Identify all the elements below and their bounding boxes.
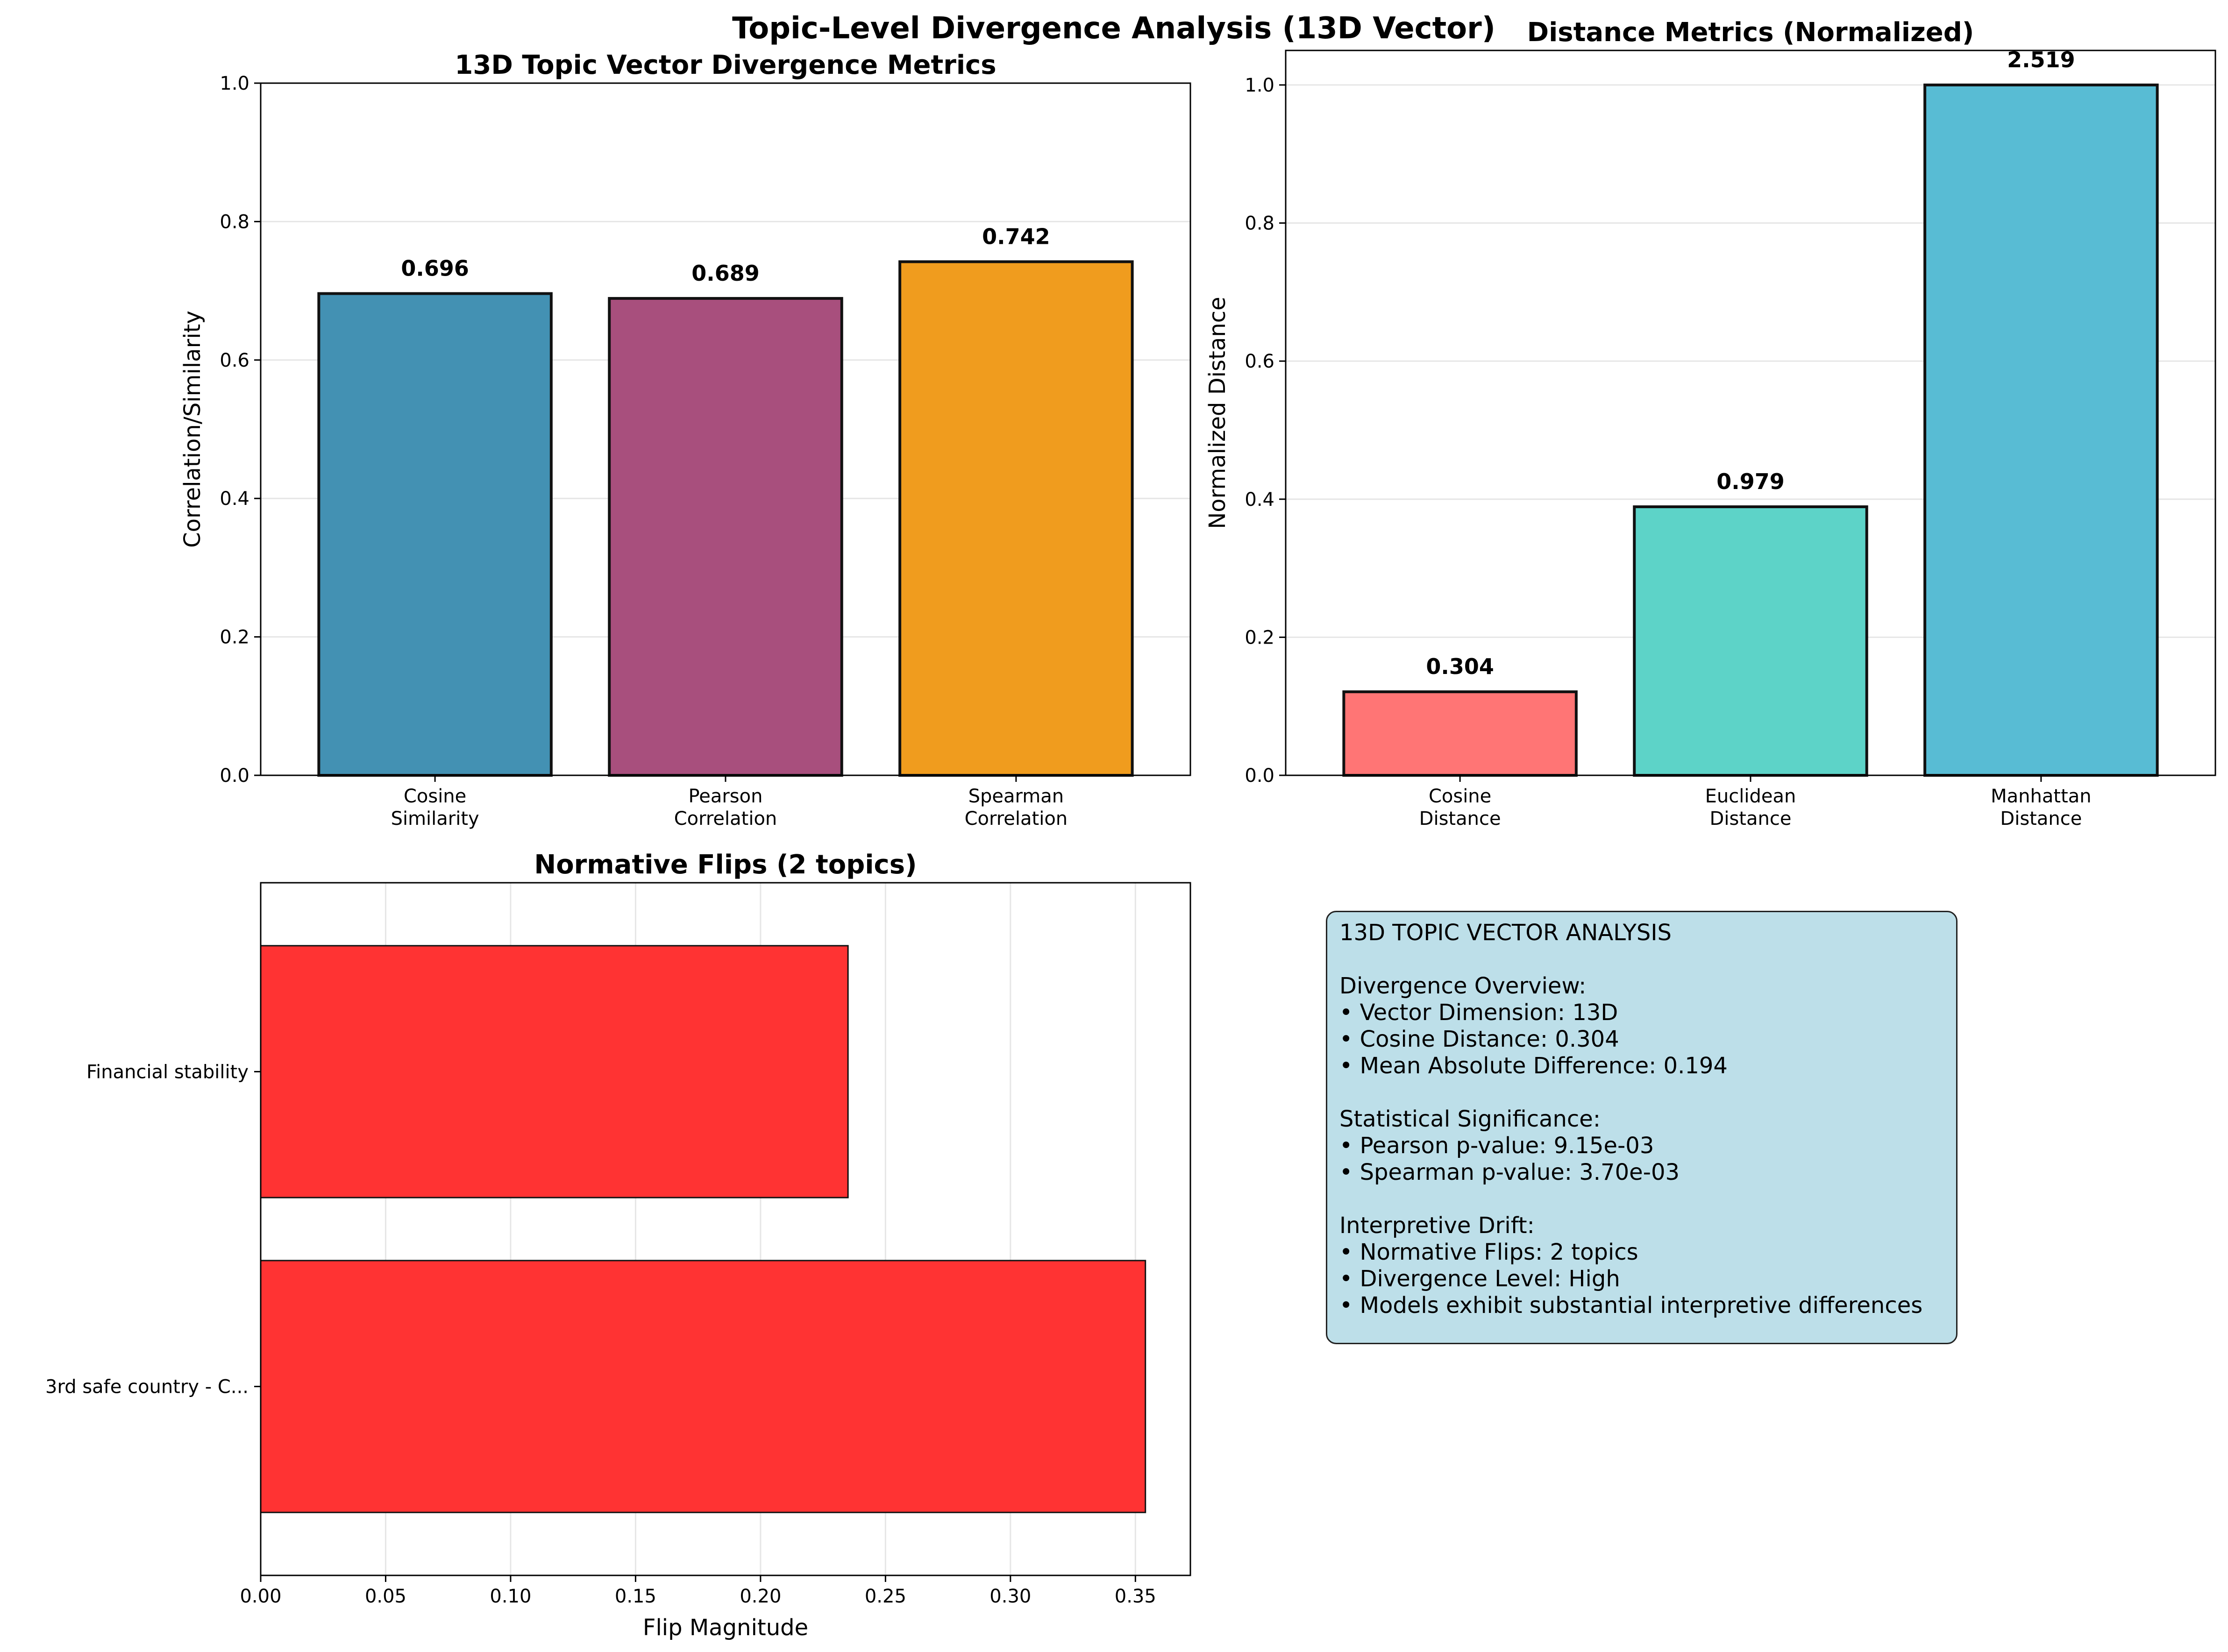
summary-line: 13D TOPIC VECTOR ANALYSIS bbox=[1339, 920, 1672, 946]
bar-euclidean-distance bbox=[1633, 505, 1868, 777]
y-axis-label: Normalized Distance bbox=[1204, 297, 1231, 529]
summary-text-box: 13D TOPIC VECTOR ANALYSIS Divergence Over… bbox=[1326, 911, 1958, 1344]
summary-spacer bbox=[1339, 946, 1944, 973]
x-tick-label: Correlation bbox=[965, 808, 1068, 830]
y-tick-label: 0.2 bbox=[1245, 627, 1274, 648]
x-tick-label: 0.30 bbox=[989, 1586, 1031, 1607]
x-tick-label: Distance bbox=[2000, 808, 2082, 830]
data-label-manhattan-distance: 2.519 bbox=[2007, 47, 2075, 72]
y-axis-label: Correlation/Similarity bbox=[179, 311, 206, 548]
x-tick-label: 0.15 bbox=[615, 1586, 656, 1607]
x-tick-label: Distance bbox=[1419, 808, 1501, 830]
y-tick-label: Financial stability bbox=[86, 1061, 249, 1083]
x-tick-label: Distance bbox=[1710, 808, 1792, 830]
summary-line: Divergence Overview: bbox=[1339, 973, 1587, 999]
y-tick-label: 1.0 bbox=[220, 73, 249, 94]
y-tick-label: 0.4 bbox=[1245, 489, 1274, 510]
chart-title: 13D Topic Vector Divergence Metrics bbox=[455, 50, 996, 80]
x-axis-label: Flip Magnitude bbox=[643, 1615, 808, 1641]
bar-cosine-similarity bbox=[317, 292, 553, 777]
bar-financial-stability bbox=[260, 945, 849, 1198]
data-label-pearson-correlation: 0.689 bbox=[691, 261, 760, 286]
y-tick-label: 0.8 bbox=[220, 211, 249, 233]
y-tick-label: 0.2 bbox=[220, 627, 249, 648]
x-tick-label: 0.05 bbox=[365, 1586, 406, 1607]
x-tick-label: 0.20 bbox=[740, 1586, 781, 1607]
summary-line: • Vector Dimension: 13D bbox=[1339, 1000, 1618, 1026]
y-tick-label: 0.4 bbox=[220, 488, 249, 510]
summary-line: • Divergence Level: High bbox=[1339, 1266, 1620, 1292]
y-tick-label: 0.0 bbox=[220, 765, 249, 787]
chart-title: Normative Flips (2 topics) bbox=[534, 850, 917, 880]
axes-frame bbox=[260, 882, 1191, 1576]
bar-pearson-correlation bbox=[608, 297, 843, 777]
y-tick-label: 0.6 bbox=[220, 350, 249, 371]
x-tick-label: Similarity bbox=[391, 808, 479, 830]
x-tick-label: Cosine bbox=[1429, 786, 1491, 807]
data-label-spearman-correlation: 0.742 bbox=[982, 224, 1050, 249]
summary-spacer bbox=[1339, 1079, 1944, 1106]
x-tick-label: 0.25 bbox=[865, 1586, 906, 1607]
y-tick-label: 0.8 bbox=[1245, 213, 1274, 234]
data-label-cosine-distance: 0.304 bbox=[1426, 654, 1494, 679]
bar-3rd-safe-country-c bbox=[260, 1260, 1146, 1513]
chart-title: Distance Metrics (Normalized) bbox=[1527, 17, 1974, 48]
figure-title: Topic-Level Divergence Analysis (13D Vec… bbox=[732, 11, 1495, 46]
x-tick-label: Spearman bbox=[968, 786, 1064, 807]
x-tick-label: 0.10 bbox=[490, 1586, 531, 1607]
bar-cosine-distance bbox=[1342, 690, 1578, 777]
y-tick-label: 0.0 bbox=[1245, 765, 1274, 787]
summary-line: • Spearman p-value: 3.70e-03 bbox=[1339, 1159, 1680, 1185]
summary-line: • Cosine Distance: 0.304 bbox=[1339, 1026, 1619, 1052]
x-tick-label: 0.35 bbox=[1115, 1586, 1156, 1607]
x-tick-label: Correlation bbox=[674, 808, 777, 830]
x-tick-label: Pearson bbox=[689, 786, 763, 807]
y-tick-label: 0.6 bbox=[1245, 351, 1274, 372]
bar-spearman-correlation bbox=[898, 260, 1134, 777]
summary-line: Statistical Significance: bbox=[1339, 1106, 1601, 1132]
summary-line: • Normative Flips: 2 topics bbox=[1339, 1239, 1638, 1265]
data-label-euclidean-distance: 0.979 bbox=[1716, 469, 1785, 494]
summary-spacer bbox=[1339, 1186, 1944, 1212]
distance-metrics-chart: 0.00.20.40.60.81.00.304CosineDistance0.9… bbox=[1204, 17, 2216, 830]
x-tick-label: 0.00 bbox=[240, 1586, 281, 1607]
summary-line: • Models exhibit substantial interpretiv… bbox=[1339, 1292, 1923, 1319]
x-tick-label: Cosine bbox=[404, 786, 466, 807]
summary-line: • Mean Absolute Difference: 0.194 bbox=[1339, 1053, 1728, 1079]
y-tick-label: 3rd safe country - C... bbox=[45, 1376, 249, 1398]
data-label-cosine-similarity: 0.696 bbox=[401, 256, 469, 281]
x-tick-label: Manhattan bbox=[1991, 786, 2091, 807]
axes-frame bbox=[260, 82, 1191, 776]
normative-flips-chart: 0.00 0.05 0.10 0.15 0.20 0.25 0.30 0.35 Financia… bbox=[45, 850, 1191, 1641]
summary-line: Interpretive Drift: bbox=[1339, 1212, 1535, 1239]
axes-frame bbox=[1285, 50, 2216, 776]
summary-line: • Pearson p-value: 9.15e-03 bbox=[1339, 1133, 1654, 1159]
y-tick-label: 1.0 bbox=[1245, 75, 1274, 96]
x-tick-label: Euclidean bbox=[1705, 786, 1796, 807]
bar-manhattan-distance bbox=[1923, 83, 2159, 777]
